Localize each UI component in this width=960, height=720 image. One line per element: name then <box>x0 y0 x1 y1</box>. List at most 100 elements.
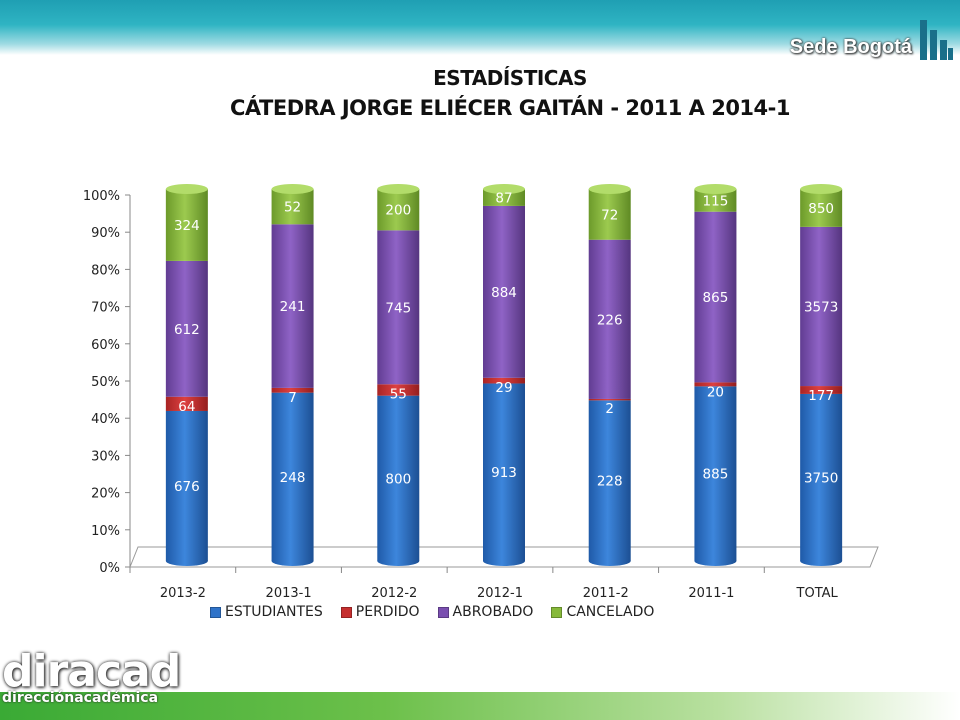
x-tick-label: 2011-2 <box>583 586 629 600</box>
bar-top-cap <box>483 184 525 194</box>
bar-base-cap <box>800 556 843 566</box>
bar-segment-cancelado-2011-1 <box>694 189 737 212</box>
legend-swatch <box>340 606 352 618</box>
y-tick-label: 40% <box>91 412 120 427</box>
header-band <box>0 0 960 55</box>
bar-base-cap <box>483 556 525 566</box>
bar-segment-abrobado-total <box>800 226 843 387</box>
data-label-perdido: 2 <box>605 401 614 417</box>
chart-legend: ESTUDIANTES PERDIDO ABROBADO CANCELADO <box>210 604 672 620</box>
data-label-estudiantes: 228 <box>597 474 623 490</box>
university-logo-icon <box>920 20 953 60</box>
bar-base-cap <box>377 556 420 566</box>
data-label-abrobado: 226 <box>597 312 623 328</box>
data-label-abrobado: 3573 <box>804 299 838 315</box>
x-tick-label: 2012-2 <box>371 586 417 600</box>
bar-segment-perdido-2012-1 <box>483 377 525 384</box>
bar-top-cap <box>165 184 208 194</box>
bar-segment-perdido-2011-2 <box>588 398 631 401</box>
bar-segment-estudiantes-2011-1 <box>694 386 737 561</box>
data-label-abrobado: 884 <box>491 285 517 301</box>
data-label-abrobado: 241 <box>280 299 306 315</box>
bar-top-cap <box>694 184 737 194</box>
bar-top-cap <box>588 184 631 194</box>
stacked-bar-chart: 0% 10% 20% 30% 40% 50% 60% 70% 80% 90% 100% 2013-2 2… <box>83 184 879 600</box>
y-tick-label: 90% <box>91 226 120 241</box>
bar-segment-cancelado-2011-2 <box>588 189 631 240</box>
data-label-cancelado: 115 <box>703 193 729 209</box>
bar-base-cap <box>165 556 208 566</box>
bar-top-cap <box>271 184 314 194</box>
bar-segment-estudiantes-2011-2 <box>588 400 631 561</box>
bar-segment-perdido-total <box>800 386 843 394</box>
data-label-cancelado: 87 <box>495 190 512 206</box>
chart-title-line2: CÁTEDRA JORGE ELIÉCER GAITÁN - 2011 A 20… <box>230 96 790 120</box>
bar-segment-estudiantes-2012-2 <box>377 395 420 561</box>
data-label-cancelado: 324 <box>174 218 200 234</box>
bar-segment-perdido-2011-1 <box>694 382 737 387</box>
legend-label: PERDIDO <box>355 604 420 620</box>
data-label-perdido: 29 <box>495 380 512 396</box>
bar-top-cap <box>377 184 420 194</box>
bar-base-cap <box>588 556 631 566</box>
bar-segment-cancelado-2013-1 <box>271 189 314 225</box>
bar-segment-abrobado-2011-2 <box>588 239 631 399</box>
legend-item-abrobado: ABROBADO <box>437 604 534 620</box>
bar-segment-perdido-2012-2 <box>377 384 420 396</box>
data-label-cancelado: 850 <box>808 201 834 217</box>
data-label-estudiantes: 248 <box>280 470 306 486</box>
x-tick-label: 2013-1 <box>266 586 312 600</box>
bar-segment-estudiantes-2013-2 <box>165 410 208 561</box>
legend-swatch <box>210 606 221 618</box>
data-label-abrobado: 745 <box>385 300 411 316</box>
chart-title-line1: ESTADÍSTICAS <box>433 66 587 90</box>
data-label-cancelado: 52 <box>284 200 301 216</box>
bar-base-cap <box>694 556 737 566</box>
y-tick-label: 80% <box>91 263 120 278</box>
bar-base-cap <box>271 556 314 566</box>
y-tick-label: 70% <box>91 301 120 316</box>
data-label-estudiantes: 800 <box>385 471 411 487</box>
y-tick-label: 0% <box>99 561 120 576</box>
bar-segment-abrobado-2013-2 <box>165 260 208 397</box>
data-label-abrobado: 612 <box>174 322 200 338</box>
bar-segment-abrobado-2012-1 <box>483 205 525 378</box>
y-tick-label: 30% <box>91 449 120 464</box>
bar-segment-estudiantes-2013-1 <box>271 392 314 561</box>
bar-segment-cancelado-2013-2 <box>165 189 208 261</box>
bar-top-cap <box>800 184 843 194</box>
data-label-perdido: 64 <box>178 399 195 415</box>
bar-segment-perdido-2013-1 <box>271 387 314 393</box>
y-tick-label: 100% <box>83 189 120 204</box>
bar-segment-perdido-2013-2 <box>165 396 208 411</box>
logo-sub-text: direcciónacadémica <box>2 690 159 706</box>
x-tick-label: TOTAL <box>796 586 839 600</box>
chart-bars <box>165 184 843 566</box>
bar-segment-estudiantes-2012-1 <box>483 383 525 561</box>
legend-swatch <box>551 606 563 618</box>
legend-item-estudiantes: ESTUDIANTES <box>210 604 323 620</box>
data-label-abrobado: 865 <box>703 290 729 306</box>
bar-segment-estudiantes-total <box>800 393 843 561</box>
legend-label: ABROBADO <box>452 604 534 620</box>
diracad-logo: diracad direcciónacadémica <box>2 646 181 707</box>
data-label-cancelado: 72 <box>601 207 618 223</box>
x-tick-label: 2013-2 <box>160 586 206 600</box>
y-tick-label: 60% <box>91 338 120 353</box>
data-label-perdido: 177 <box>808 388 834 404</box>
data-label-estudiantes: 676 <box>174 479 200 495</box>
legend-swatch <box>437 606 449 618</box>
logo-main-text: diracad <box>2 646 181 697</box>
data-label-estudiantes: 913 <box>491 465 517 481</box>
y-tick-label: 50% <box>91 375 120 390</box>
bar-segment-abrobado-2011-1 <box>694 211 737 383</box>
y-tick-label: 10% <box>91 524 120 539</box>
chart-data-labels: 676 64 612 324 248 7 241 52 800 55 745 200 913 29 884 8… <box>174 190 838 495</box>
x-tick-label: 2012-1 <box>477 586 523 600</box>
bar-segment-abrobado-2012-2 <box>377 230 420 385</box>
bar-segment-cancelado-total <box>800 189 843 227</box>
data-label-cancelado: 200 <box>385 203 411 219</box>
legend-item-cancelado: CANCELADO <box>551 604 654 620</box>
bar-segment-abrobado-2013-1 <box>271 224 314 388</box>
data-label-perdido: 7 <box>288 390 297 406</box>
